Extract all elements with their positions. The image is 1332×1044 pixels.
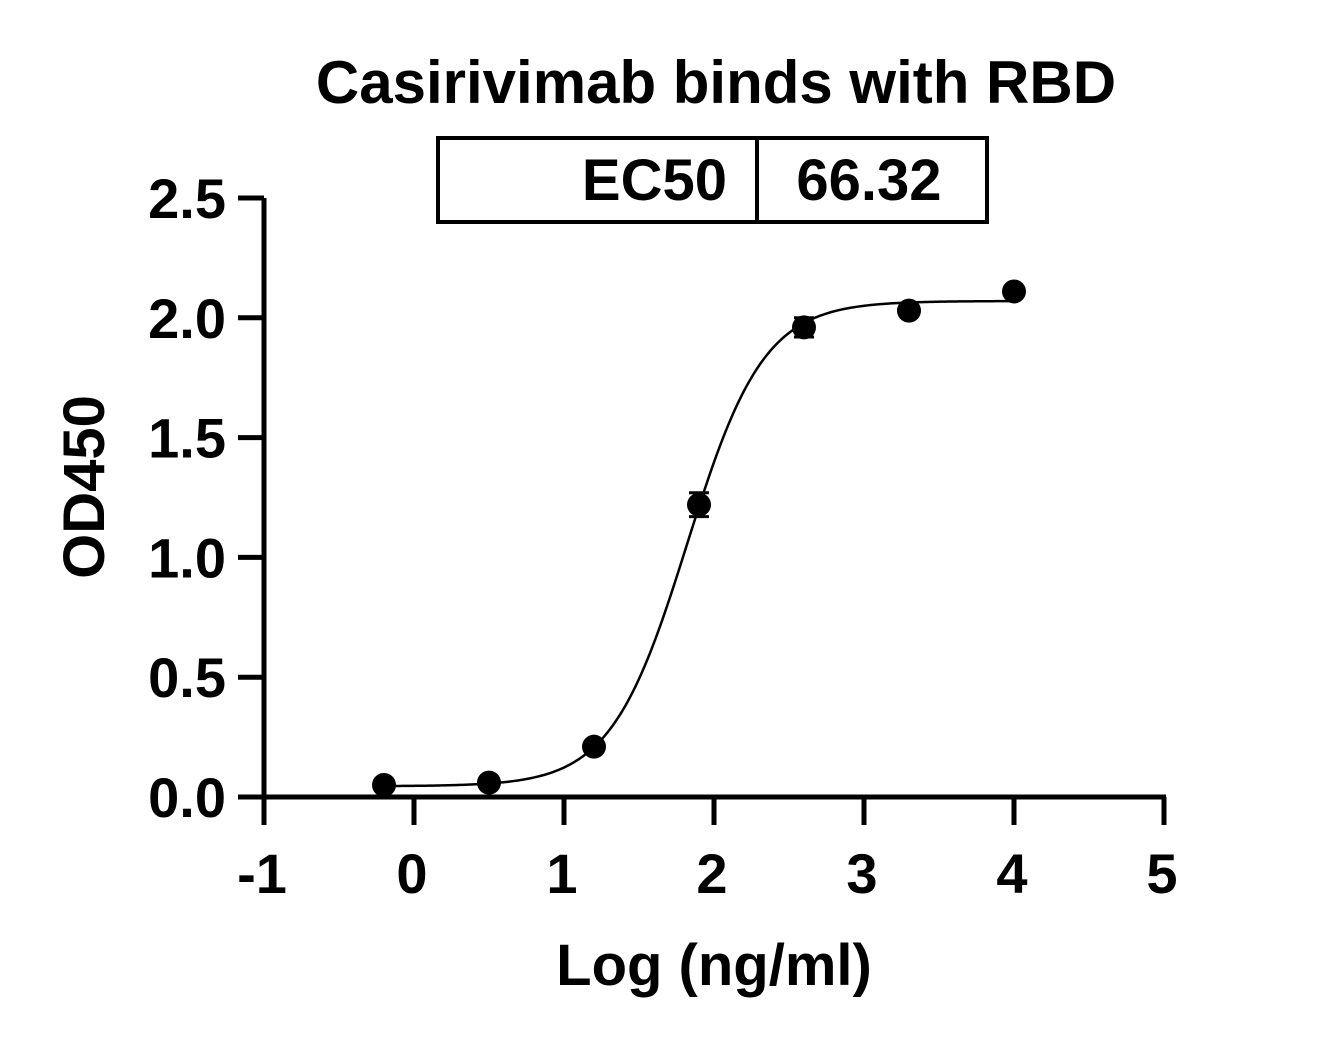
y-tick-label: 2.5 xyxy=(148,167,226,230)
x-tick-label: 2 xyxy=(696,842,727,905)
x-tick-label: 4 xyxy=(996,842,1027,905)
y-tick-label: 1.5 xyxy=(148,407,226,470)
data-point xyxy=(1002,279,1026,304)
ec50-table-border xyxy=(436,136,989,224)
x-tick-label: 0 xyxy=(396,842,427,905)
y-tick-label: 0.5 xyxy=(148,646,226,709)
y-tick-label: 2.0 xyxy=(148,287,226,350)
data-points xyxy=(372,279,1026,798)
ec50-label: EC50 xyxy=(582,148,727,213)
x-tick-label: 1 xyxy=(546,842,577,905)
data-point xyxy=(897,298,921,323)
x-axis-label: Log (ng/ml) xyxy=(556,933,872,998)
y-axis-label: OD450 xyxy=(52,395,117,579)
ec50-value: 66.32 xyxy=(796,148,941,213)
data-point xyxy=(792,315,816,340)
data-point xyxy=(687,492,711,517)
x-tick-label: -1 xyxy=(237,842,287,905)
chart-title: Casirivimab binds with RBD xyxy=(316,49,1116,116)
x-axis: -1 0 1 2 3 4 5 xyxy=(237,794,1178,905)
data-point xyxy=(477,770,501,795)
y-tick-label: 0.0 xyxy=(148,766,226,829)
x-tick-label: 3 xyxy=(846,842,877,905)
data-point xyxy=(372,773,396,798)
y-tick-label: 1.0 xyxy=(148,526,226,589)
x-tick-label: 5 xyxy=(1146,842,1177,905)
error-bars xyxy=(689,316,814,519)
y-axis: 0.0 0.5 1.0 1.5 2.0 2.5 xyxy=(148,167,267,829)
data-point xyxy=(582,734,606,759)
ec50-table: EC50 66.32 xyxy=(436,136,989,224)
fit-curve xyxy=(383,299,1015,788)
